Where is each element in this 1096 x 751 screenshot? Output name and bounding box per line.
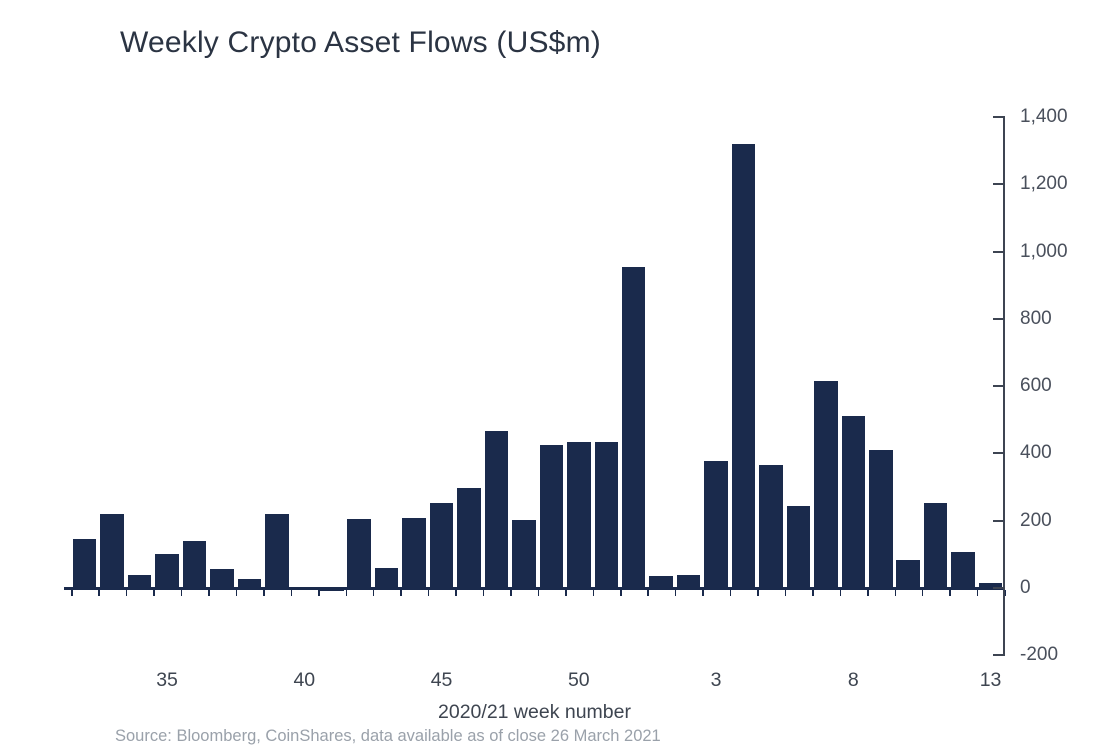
x-minor-tick [921,589,924,596]
x-minor-tick [455,589,457,596]
bar-week-47 [484,430,509,588]
x-axis-title: 2020/21 week number [438,701,631,723]
source-note: Source: Bloomberg, CoinShares, data avai… [115,727,661,745]
y-axis-tick [993,385,1005,388]
y-axis-tick-label: 0 [1020,577,1031,598]
bar-week-7 [814,381,838,588]
x-minor-tick [263,589,265,596]
bar-week-49 [539,445,564,588]
bar-week-5 [759,464,783,588]
x-minor-tick [702,589,704,596]
x-minor-tick [71,589,73,596]
bar-week-34 [127,574,152,588]
x-axis-tick-label: 13 [979,669,1002,691]
y-axis-tick-label: 1,200 [1020,173,1068,195]
bar-week-10 [896,560,920,588]
x-axis-tick-label: 35 [156,669,178,691]
x-axis-tick-label: 50 [567,669,590,691]
bar-week-1 [649,575,673,588]
y-axis-tick-label: -200 [1020,644,1059,666]
x-minor-tick [537,589,540,596]
bar-week-9 [869,450,893,588]
x-minor-tick [784,589,787,596]
chart-title: Weekly Crypto Asset Flows (US$m) [120,26,601,59]
x-minor-tick [894,589,896,596]
y-axis-tick [993,317,1005,320]
bar-week-3 [704,461,728,588]
bar-week-45 [429,503,454,588]
x-axis-tick-label: 40 [293,669,316,691]
x-minor-tick [839,589,842,596]
y-axis-tick [993,519,1005,522]
x-minor-tick [290,589,293,596]
bar-week-46 [457,488,481,588]
x-minor-tick [318,589,320,596]
x-minor-tick [510,589,512,596]
x-minor-tick [1004,589,1006,596]
bar-week-37 [210,569,234,588]
x-minor-tick [98,589,100,596]
x-minor-tick [180,589,183,596]
bar-week-6 [786,505,811,588]
bar-week-43 [374,567,399,588]
bar-week-50 [567,441,591,588]
bar-week-35 [155,554,179,588]
y-axis-tick [993,654,1005,657]
x-minor-tick [153,589,155,596]
bar-week-2 [676,574,701,588]
x-minor-tick [345,589,347,596]
x-minor-tick [647,589,649,596]
x-minor-tick [592,589,595,596]
x-minor-tick [674,589,677,596]
y-axis-tick [993,587,1005,589]
x-minor-tick [372,589,375,596]
bar-week-8 [841,416,866,588]
y-axis-tick [993,250,1005,253]
bar-week-51 [594,441,619,588]
y-axis-tick-label: 200 [1020,509,1052,531]
bar-week-32 [72,539,97,588]
y-axis-tick [993,452,1005,455]
x-minor-tick [949,589,951,596]
bar-week-44 [402,518,426,588]
x-minor-tick [400,589,402,596]
x-axis-tick-label: 45 [430,669,453,691]
x-minor-tick [235,589,238,596]
y-axis-tick-label: 1,400 [1020,106,1068,128]
x-minor-tick [812,589,814,596]
y-axis-tick-label: 800 [1020,307,1052,329]
bar-week-11 [923,502,948,588]
bar-week-36 [182,540,207,588]
x-minor-tick [729,589,732,596]
y-axis-tick [993,183,1005,186]
y-axis-tick-label: 600 [1020,375,1052,397]
bar-week-38 [237,578,262,588]
y-axis-tick [993,116,1005,119]
bar-week-48 [512,520,536,588]
y-axis-tick-label: 1,000 [1020,240,1068,262]
x-minor-tick [976,589,979,596]
bar-week-41 [320,588,344,592]
x-minor-tick [125,589,128,596]
x-minor-tick [427,589,430,596]
bar-week-4 [731,143,756,588]
x-minor-tick [620,589,622,596]
x-axis-tick-label: 8 [847,669,859,691]
bar-week-52 [621,266,646,588]
x-minor-tick [757,589,759,596]
x-minor-tick [867,589,869,596]
bar-week-42 [347,519,371,588]
bar-week-13 [978,582,1003,588]
bar-week-33 [100,513,124,588]
x-minor-tick [565,589,567,596]
x-minor-tick [482,589,485,596]
bar-week-39 [265,513,289,588]
x-minor-tick [208,589,210,596]
x-axis-tick-label: 3 [710,669,722,691]
x-axis-line [64,586,1005,590]
bar-week-12 [951,551,975,588]
y-axis-tick-label: 400 [1020,442,1052,464]
